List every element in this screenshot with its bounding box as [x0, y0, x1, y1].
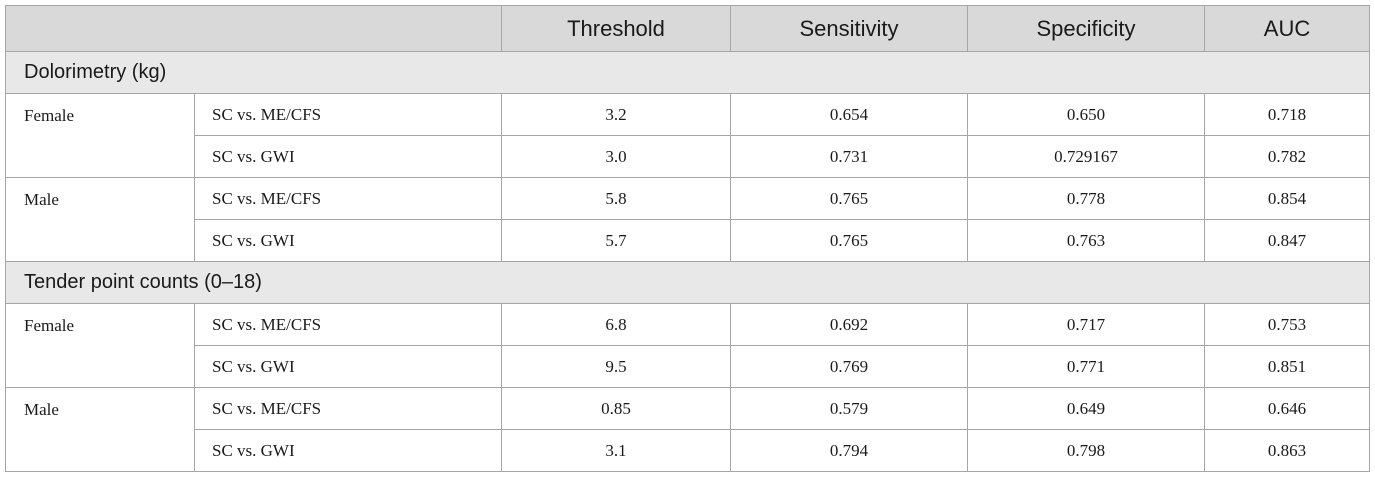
comparison-cell: SC vs. ME/CFS [194, 177, 502, 220]
section-title: Dolorimetry (kg) [5, 51, 1370, 94]
auc-cell: 0.782 [1204, 135, 1370, 178]
table-row: Female SC vs. ME/CFS 3.2 0.654 0.650 0.7… [5, 93, 1370, 178]
auc-cell: 0.851 [1204, 345, 1370, 388]
specificity-cell: 0.771 [967, 345, 1205, 388]
specificity-cell: 0.763 [967, 219, 1205, 262]
section-row: Dolorimetry (kg) [5, 51, 1370, 94]
header-specificity: Specificity [967, 5, 1205, 52]
specificity-cell: 0.798 [967, 429, 1205, 472]
table-row: SC vs. GWI 3.1 0.794 0.798 0.863 [6, 429, 1370, 472]
section-row: Tender point counts (0–18) [5, 261, 1370, 304]
threshold-cell: 5.7 [501, 219, 731, 262]
specificity-cell: 0.650 [967, 93, 1205, 136]
comparison-cell: SC vs. GWI [194, 345, 502, 388]
auc-cell: 0.863 [1204, 429, 1370, 472]
auc-cell: 0.718 [1204, 93, 1370, 136]
comparison-cell: SC vs. ME/CFS [194, 93, 502, 136]
header-auc: AUC [1204, 5, 1370, 52]
table-row: SC vs. GWI 9.5 0.769 0.771 0.851 [6, 345, 1370, 388]
specificity-cell: 0.649 [967, 387, 1205, 430]
threshold-cell: 5.8 [501, 177, 731, 220]
header-row: Threshold Sensitivity Specificity AUC [5, 5, 1370, 52]
auc-cell: 0.854 [1204, 177, 1370, 220]
threshold-cell: 0.85 [501, 387, 731, 430]
specificity-cell: 0.717 [967, 303, 1205, 346]
threshold-cell: 9.5 [501, 345, 731, 388]
threshold-cell: 3.1 [501, 429, 731, 472]
threshold-cell: 6.8 [501, 303, 731, 346]
header-blank [5, 5, 502, 52]
sensitivity-cell: 0.579 [730, 387, 968, 430]
sensitivity-cell: 0.654 [730, 93, 968, 136]
comparison-cell: SC vs. GWI [194, 135, 502, 178]
sex-cell: Male [5, 177, 195, 262]
sensitivity-cell: 0.765 [730, 177, 968, 220]
auc-cell: 0.646 [1204, 387, 1370, 430]
sensitivity-cell: 0.769 [730, 345, 968, 388]
table-row: SC vs. GWI 3.0 0.731 0.729167 0.782 [6, 135, 1370, 178]
threshold-cell: 3.2 [501, 93, 731, 136]
auc-cell: 0.847 [1204, 219, 1370, 262]
sensitivity-cell: 0.731 [730, 135, 968, 178]
threshold-cell: 3.0 [501, 135, 731, 178]
auc-cell: 0.753 [1204, 303, 1370, 346]
comparison-cell: SC vs. ME/CFS [194, 303, 502, 346]
table-row: SC vs. GWI 5.7 0.765 0.763 0.847 [6, 219, 1370, 262]
specificity-cell: 0.729167 [967, 135, 1205, 178]
sensitivity-cell: 0.794 [730, 429, 968, 472]
sensitivity-cell: 0.692 [730, 303, 968, 346]
comparison-cell: SC vs. GWI [194, 429, 502, 472]
table-row: Male SC vs. ME/CFS 5.8 0.765 0.778 0.854 [5, 177, 1370, 262]
section-title: Tender point counts (0–18) [5, 261, 1370, 304]
table-row: Male SC vs. ME/CFS 0.85 0.579 0.649 0.64… [5, 387, 1370, 472]
header-sensitivity: Sensitivity [730, 5, 968, 52]
specificity-cell: 0.778 [967, 177, 1205, 220]
header-threshold: Threshold [501, 5, 731, 52]
comparison-cell: SC vs. GWI [194, 219, 502, 262]
comparison-cell: SC vs. ME/CFS [194, 387, 502, 430]
sex-cell: Female [5, 93, 195, 178]
sex-cell: Male [5, 387, 195, 472]
sex-cell: Female [5, 303, 195, 388]
table-row: Female SC vs. ME/CFS 6.8 0.692 0.717 0.7… [5, 303, 1370, 388]
results-table: Threshold Sensitivity Specificity AUC Do… [5, 5, 1370, 472]
sensitivity-cell: 0.765 [730, 219, 968, 262]
